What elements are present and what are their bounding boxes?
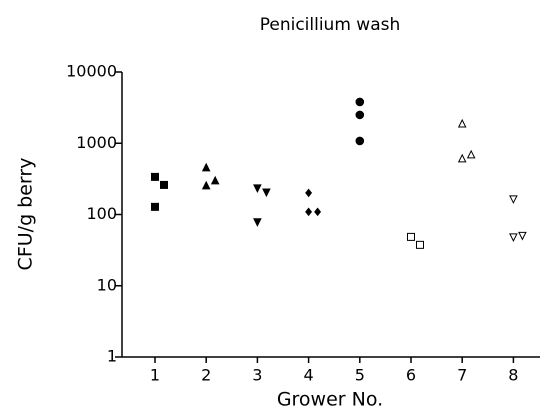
point — [305, 188, 313, 198]
point — [201, 180, 211, 190]
point — [253, 218, 262, 227]
point — [201, 162, 211, 172]
y-axis-label: CFU/g berry — [15, 158, 37, 271]
y-tick-label: 10000 — [66, 62, 117, 81]
point — [355, 136, 365, 146]
point — [355, 110, 365, 120]
point — [407, 232, 415, 241]
x-tick-label: 1 — [150, 366, 160, 385]
x-tick-label: 4 — [304, 366, 314, 385]
x-tick-label: 2 — [201, 366, 211, 385]
point — [210, 175, 220, 185]
x-axis-label: Grower No. — [277, 389, 383, 411]
point — [509, 195, 518, 204]
point — [305, 207, 313, 217]
point — [416, 240, 424, 249]
y-tick-label: 100 — [86, 204, 117, 223]
point — [466, 149, 476, 159]
point — [314, 207, 322, 217]
x-tick-label: 8 — [508, 366, 518, 385]
point — [253, 184, 262, 194]
point — [151, 172, 159, 181]
point — [262, 188, 271, 198]
y-tick-label: 1 — [107, 347, 117, 366]
x-tick-label: 6 — [406, 366, 416, 385]
x-tick-label: 5 — [355, 366, 365, 385]
point — [518, 231, 527, 241]
y-tick-label: 10 — [97, 275, 117, 294]
point — [457, 118, 467, 128]
y-tick-label: 1000 — [76, 133, 117, 152]
point — [355, 97, 365, 107]
point — [457, 153, 467, 163]
chart-title: Penicillium wash — [260, 15, 401, 35]
point — [509, 233, 518, 243]
point — [151, 202, 159, 211]
point — [160, 180, 168, 189]
x-tick-label: 7 — [457, 366, 467, 385]
x-tick-label: 3 — [252, 366, 262, 385]
